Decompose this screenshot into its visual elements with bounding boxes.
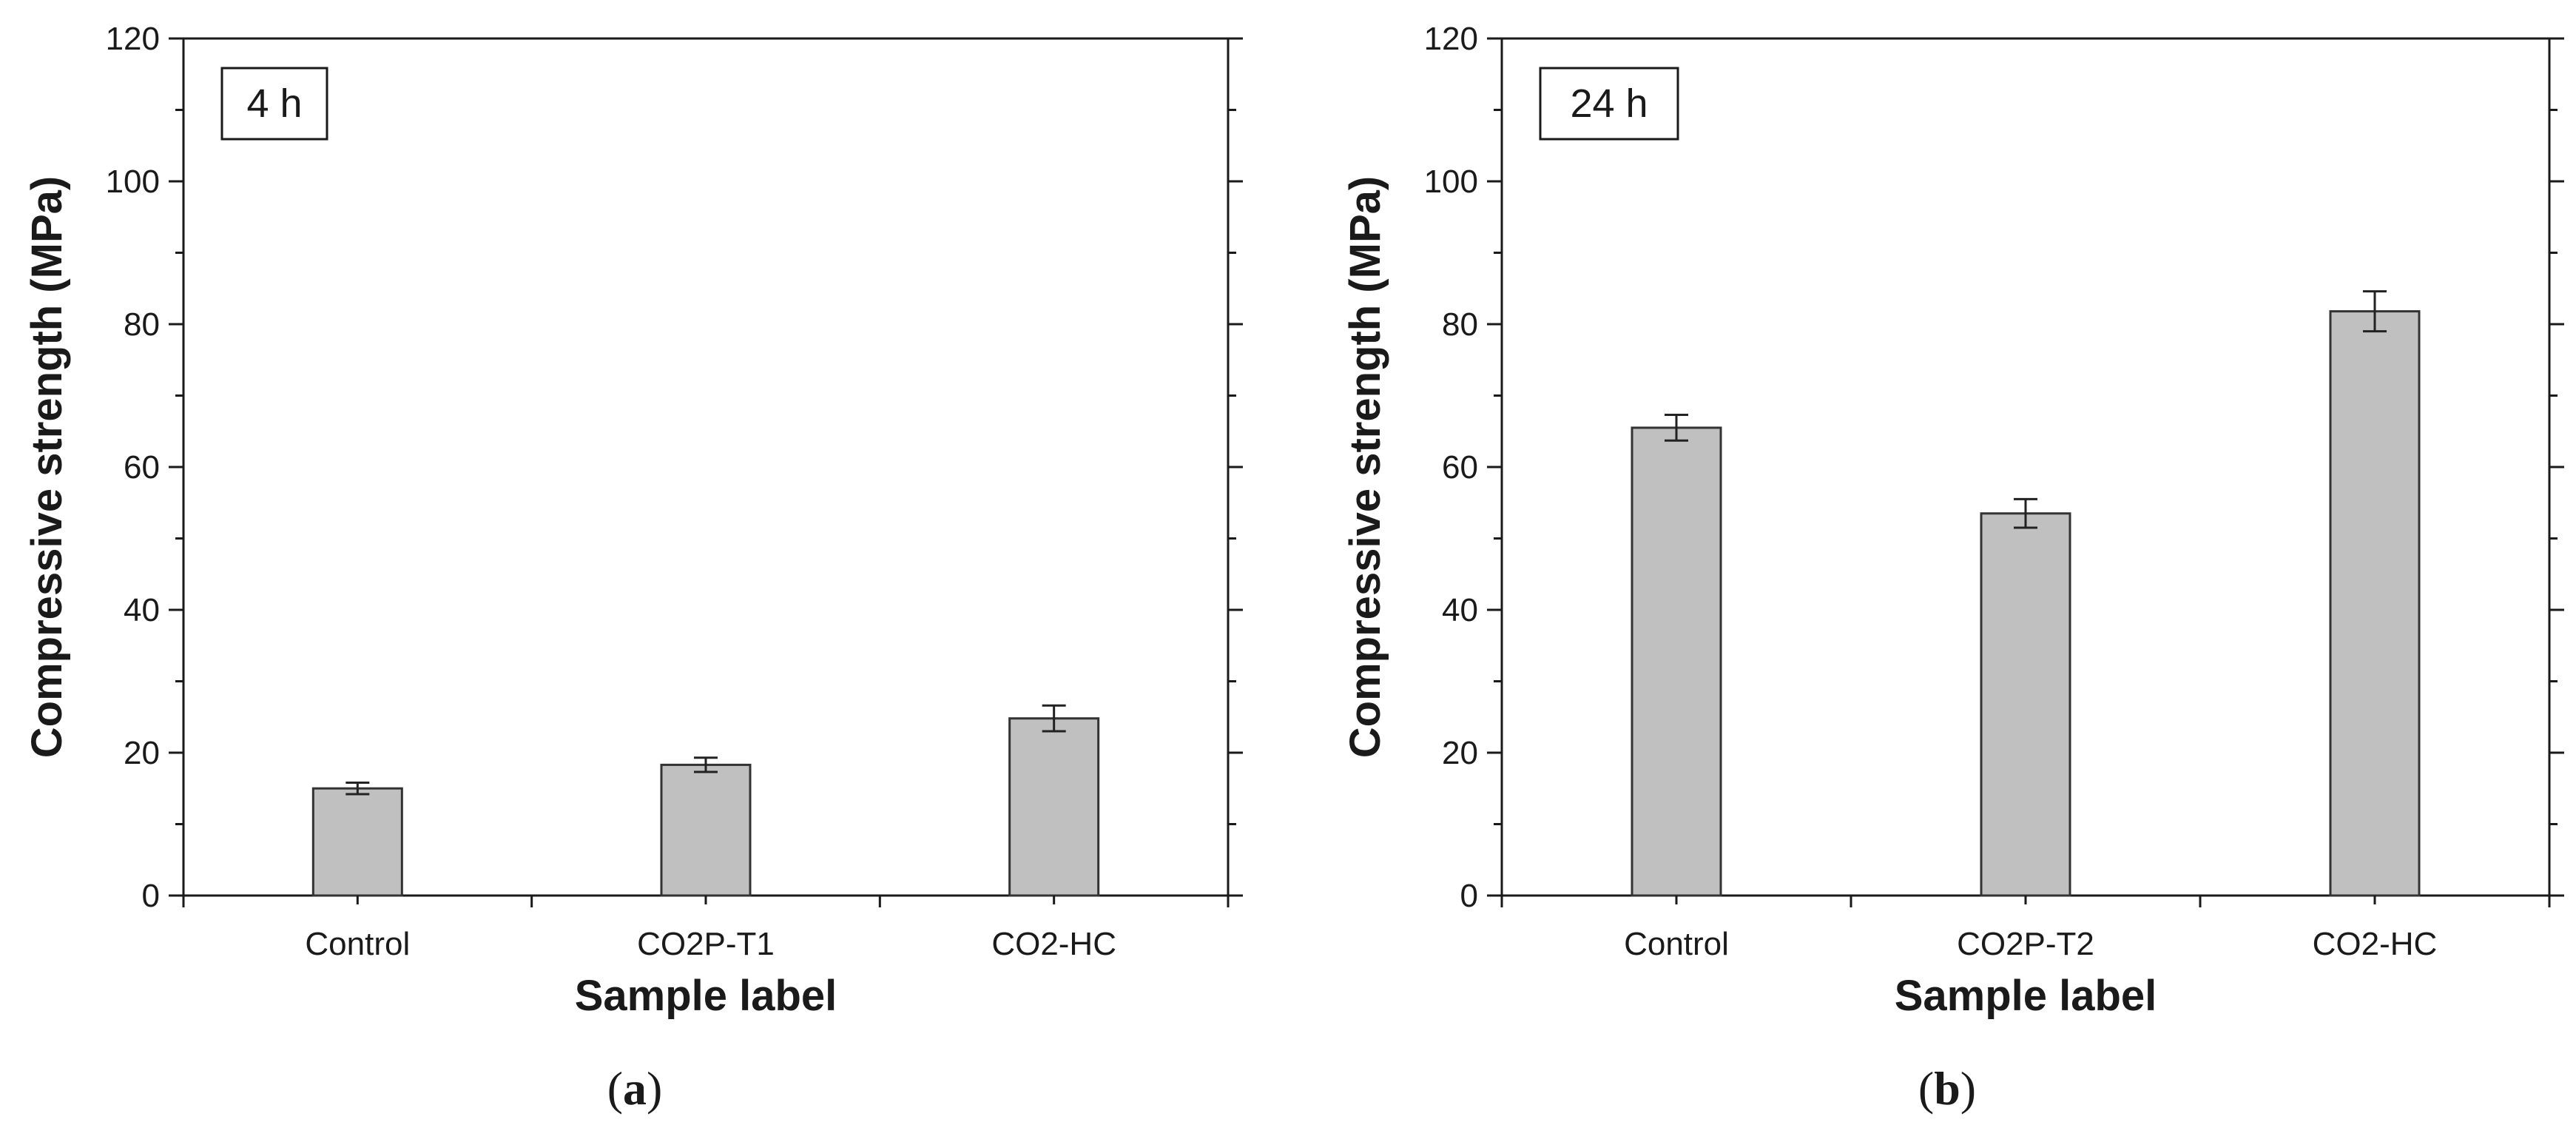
caption-letter: a <box>623 1062 647 1115</box>
panel-b: 0 20 40 60 80 100 120 Control CO2P-T2 CO2-HC Sampl… <box>1341 21 2564 1115</box>
y-tick-label: 120 <box>1424 21 1478 57</box>
y-tick-label: 40 <box>1442 592 1478 628</box>
y-tick-label: 20 <box>1442 735 1478 771</box>
caption-close: ) <box>1960 1062 1976 1115</box>
y-tick-label: 120 <box>106 21 160 57</box>
panel-tag-box <box>220 67 328 141</box>
x-tick-label: CO2-HC <box>991 926 1116 962</box>
bar-co2p-t1 <box>660 763 752 897</box>
x-tick-label: CO2-HC <box>2313 926 2438 962</box>
y-tick-label: 20 <box>124 735 160 771</box>
bar-co2p-t2 <box>1980 512 2071 897</box>
y-tick-label: 100 <box>106 164 160 200</box>
y-tick-label: 60 <box>1442 449 1478 486</box>
y-tick-label: 80 <box>124 306 160 343</box>
panel-caption: (b) <box>1918 1062 1976 1115</box>
bar-control <box>1631 426 1722 897</box>
y-tick-label: 80 <box>1442 306 1478 343</box>
panel-a: 0 20 40 60 80 100 120 Control CO2P-T1 CO2-HC Sampl… <box>23 21 1243 1115</box>
caption-open: ( <box>607 1062 623 1115</box>
y-axis-title: Compressive strength (MPa) <box>1341 176 1389 758</box>
panel-tag: 24 h <box>1570 81 1648 126</box>
bar-control <box>311 787 403 897</box>
x-tick-label: Control <box>305 926 410 962</box>
y-tick-label: 60 <box>124 449 160 486</box>
caption-letter: b <box>1934 1062 1960 1115</box>
y-tick-label: 40 <box>124 592 160 628</box>
bar-co2-hc <box>2329 310 2421 897</box>
x-axis-title: Sample label <box>575 972 837 1020</box>
x-tick-label: CO2P-T1 <box>637 926 775 962</box>
y-axis-title: Compressive strength (MPa) <box>23 176 71 758</box>
x-tick-label: Control <box>1624 926 1729 962</box>
y-tick-label: 0 <box>142 878 160 914</box>
x-axis-title: Sample label <box>1895 972 2157 1020</box>
bar-co2-hc <box>1008 717 1100 897</box>
y-tick-label: 0 <box>1460 878 1478 914</box>
y-tick-label: 100 <box>1424 164 1478 200</box>
panel-tag-box <box>1539 67 1679 141</box>
caption-close: ) <box>647 1062 662 1115</box>
panel-tag: 4 h <box>246 81 302 126</box>
x-tick-label: CO2P-T2 <box>1957 926 2094 962</box>
caption-open: ( <box>1918 1062 1934 1115</box>
panel-caption: (a) <box>607 1062 663 1115</box>
